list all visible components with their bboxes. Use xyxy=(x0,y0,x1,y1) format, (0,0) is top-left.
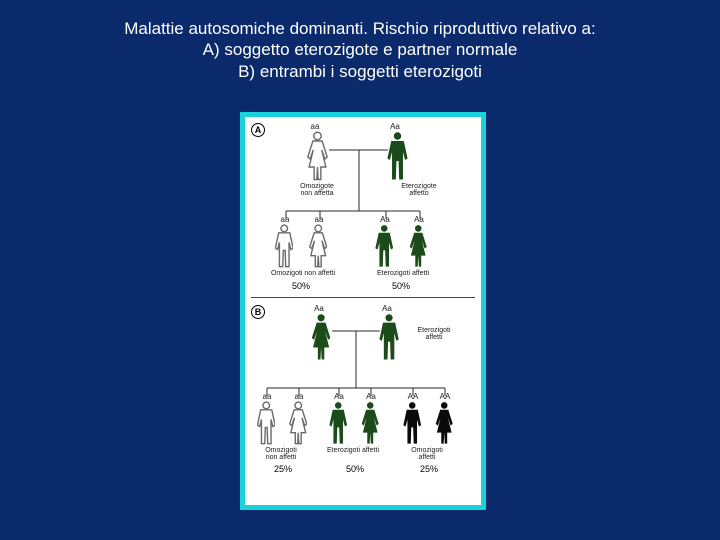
panel-a-group-pct: 50% xyxy=(281,282,321,291)
panel-a-child xyxy=(375,224,393,268)
panel-b-parent2-geno: Aa xyxy=(375,305,399,313)
panel-b-child xyxy=(329,401,347,445)
panel-b-group-pct: 50% xyxy=(337,465,373,474)
panel-a-child xyxy=(409,224,427,268)
panel-b-parent1 xyxy=(311,313,331,361)
panel-b-child-geno: AA xyxy=(401,393,425,401)
panel-a-child-geno: Aa xyxy=(373,216,397,224)
panel-a-badge: A xyxy=(251,123,265,137)
panel-b-parent2 xyxy=(379,313,399,361)
panel-b-group-cap: Omozigoti affetti xyxy=(399,447,455,462)
panel-b-group-cap: Eterozigoti affetti xyxy=(325,447,381,454)
figure-frame: Aaa Omozigote non affetta Aa Eterozigote … xyxy=(240,112,486,510)
panel-a-parent1 xyxy=(307,131,328,181)
panel-b-child xyxy=(435,401,453,445)
panel-b-group-cap: Omozigoti non affetti xyxy=(253,447,309,462)
panel-a-child-geno: Aa xyxy=(407,216,431,224)
panel-b-child-geno: Aa xyxy=(359,393,383,401)
panel-b-child xyxy=(257,401,275,445)
panel-b-child-geno: AA xyxy=(433,393,457,401)
panel-a-child xyxy=(309,224,327,268)
pedigree-connector xyxy=(285,210,421,212)
panel-a-group-cap: Omozigoti non affetti xyxy=(267,270,339,277)
panel-b-parents-cap: Eterozigoti affetti xyxy=(407,327,461,342)
panel-b-child-geno: Aa xyxy=(327,393,351,401)
pedigree-connector xyxy=(355,330,357,389)
pedigree-connector xyxy=(358,149,360,213)
title-line-1: Malattie autosomiche dominanti. Rischio … xyxy=(0,18,720,39)
pedigree-connector xyxy=(266,387,446,389)
panel-divider xyxy=(251,297,475,298)
panel-a-parent1-cap: Omozigote non affetta xyxy=(287,183,347,198)
panel-a-child xyxy=(275,224,293,268)
panel-b-badge: B xyxy=(251,305,265,319)
panel-a-parent2 xyxy=(387,131,408,181)
title-line-2: A) soggetto eterozigote e partner normal… xyxy=(0,39,720,60)
panel-b-child-geno: aa xyxy=(287,393,311,401)
panel-a-group-cap: Eterozigoti affetti xyxy=(367,270,439,277)
panel-b-group-pct: 25% xyxy=(411,465,447,474)
panel-b-child xyxy=(403,401,421,445)
panel-a-group-pct: 50% xyxy=(381,282,421,291)
slide-title: Malattie autosomiche dominanti. Rischio … xyxy=(0,0,720,82)
panel-b-group-pct: 25% xyxy=(265,465,301,474)
panel-b-parent1-geno: Aa xyxy=(307,305,331,313)
title-line-3: B) entrambi i soggetti eterozigoti xyxy=(0,61,720,82)
panel-a-parent2-geno: Aa xyxy=(383,123,407,131)
panel-b-child xyxy=(289,401,307,445)
panel-b-child-geno: aa xyxy=(255,393,279,401)
panel-a-parent2-cap: Eterozigote affetto xyxy=(389,183,449,198)
figure-canvas: Aaa Omozigote non affetta Aa Eterozigote … xyxy=(245,117,481,505)
panel-b-child xyxy=(361,401,379,445)
panel-a-parent1-geno: aa xyxy=(303,123,327,131)
panel-a-child-geno: aa xyxy=(307,216,331,224)
panel-a-child-geno: aa xyxy=(273,216,297,224)
